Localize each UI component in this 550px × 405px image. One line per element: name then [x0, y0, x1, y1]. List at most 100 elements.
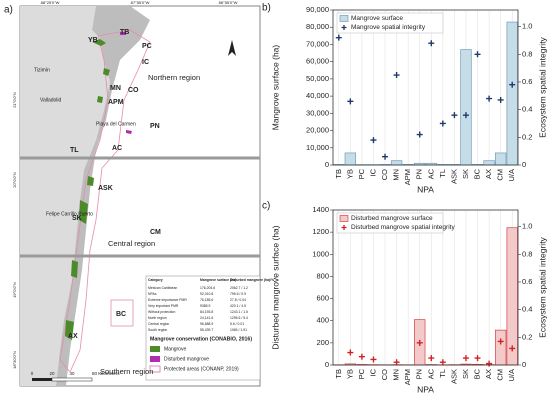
point — [347, 350, 353, 356]
y-tick-label: 30,000 — [306, 108, 329, 117]
npa-label: AC — [112, 145, 122, 152]
bar — [345, 153, 356, 165]
x-tick-label: APM — [403, 169, 412, 185]
x-tick-label: PN — [415, 169, 424, 179]
x-tick-label: SK — [461, 169, 470, 179]
y2-tick-label: 0 — [522, 160, 526, 169]
x-tick-label: YB — [345, 169, 354, 179]
y-tick-label: 400 — [316, 316, 329, 325]
y-tick-label: 50,000 — [306, 74, 329, 83]
npa-label: MN — [110, 85, 121, 92]
x-tick-label: CM — [496, 369, 505, 381]
point — [475, 51, 481, 57]
x-tick-label: MN — [392, 169, 401, 181]
point — [382, 154, 388, 160]
y-tick-label: 0 — [325, 160, 329, 169]
x-tick-label: AC — [426, 368, 435, 379]
legend-swatch — [340, 216, 348, 222]
x-tick-label: APM — [403, 369, 412, 385]
coord-label: 20°0'0"N — [12, 172, 17, 188]
coord-label: 19°0'0"N — [12, 282, 17, 298]
place-label: Felipe Carrillo Puerto — [46, 211, 93, 217]
x-tick-label: SK — [461, 369, 470, 379]
x-tick-label: BC — [473, 368, 482, 379]
y-tick-label: 20,000 — [306, 126, 329, 135]
place-label: Playa del Carmen — [96, 121, 136, 127]
bar — [507, 228, 518, 365]
y2-axis-label: Ecosystem spatial integrity — [537, 36, 547, 137]
bar — [495, 153, 506, 165]
table-header: Disturbed mangrove (ha)/% — [230, 278, 274, 282]
scale-bar — [52, 378, 92, 381]
scale-label: 20 — [49, 371, 55, 376]
y-tick-label: 800 — [316, 271, 329, 280]
table-cell: Extreme importance PMR — [148, 298, 187, 302]
x-tick-label: ASK — [449, 369, 458, 384]
place-label: Valladolid — [40, 97, 62, 103]
x-tick-label: TL — [438, 369, 447, 378]
y2-tick-label: 0.8 — [522, 249, 532, 258]
panel-label: c) — [262, 201, 270, 212]
table-cell: Very important PMR — [148, 304, 179, 308]
y-tick-label: 1000 — [312, 249, 329, 258]
y-tick-label: 60,000 — [306, 57, 329, 66]
x-axis-label: NPA — [417, 384, 434, 394]
table-cell: 76,185.6 — [200, 298, 213, 302]
point — [428, 40, 434, 46]
x-tick-label: U/A — [507, 369, 516, 382]
y-tick-label: 80,000 — [306, 22, 329, 31]
x-tick-label: BC — [473, 168, 482, 179]
panel-label: b) — [262, 3, 271, 14]
legend-label: Protected areas (CONANP, 2019) — [164, 366, 239, 372]
legend-label: Disturbed mangrove spatial integrity — [351, 224, 455, 231]
y-axis-label: Disturbed mangrove surface (ha) — [270, 225, 280, 349]
point — [394, 72, 400, 78]
npa-label: YB — [88, 37, 98, 44]
y2-axis-label: Ecosystem spatial integrity — [537, 236, 547, 337]
x-tick-label: PC — [357, 168, 366, 179]
point — [336, 35, 342, 41]
x-tick-label: CO — [380, 369, 389, 380]
table-cell: Mexican Caribbean — [148, 286, 177, 290]
coord-label: 18°30'0"N — [12, 351, 17, 369]
x-tick-label: IC — [368, 368, 377, 376]
x-tick-label: IC — [368, 168, 377, 176]
coord-label: 86°55'0"W — [219, 0, 238, 5]
npa-label: CO — [128, 87, 139, 94]
point — [359, 354, 365, 360]
table-cell: 92,010.8 — [200, 292, 213, 296]
table-cell: North region — [148, 316, 167, 320]
y-tick-label: 70,000 — [306, 39, 329, 48]
legend-swatch — [340, 16, 348, 22]
table-cell: 24,141.6 — [200, 316, 213, 320]
npa-label: BC — [116, 311, 126, 318]
point — [440, 359, 446, 365]
table-cell: 176,204.6 — [200, 286, 215, 290]
table-cell: 2062.7 / 1.2 — [230, 286, 248, 290]
y2-tick-label: 1.0 — [522, 222, 532, 231]
coord-label: 88°25'0"W — [41, 0, 60, 5]
x-tick-label: TL — [438, 169, 447, 178]
y2-tick-label: 1.0 — [522, 22, 532, 31]
npa-label: PN — [150, 123, 160, 130]
place-label: Tizimín — [34, 67, 50, 73]
x-axis-label: NPA — [417, 184, 434, 194]
y-tick-label: 200 — [316, 338, 329, 347]
legend-label: Mangrove spatial integrity — [351, 24, 426, 31]
y2-tick-label: 0.2 — [522, 332, 532, 341]
legend-title: Mangrove conservation (CONABIO, 2016) — [150, 336, 252, 342]
x-tick-label: TB — [334, 369, 343, 379]
point — [440, 120, 446, 126]
y2-tick-label: 0.2 — [522, 132, 532, 141]
bar — [507, 22, 518, 165]
bar — [495, 330, 506, 365]
panel-label: a) — [4, 5, 13, 16]
table-cell: 96,688.9 — [200, 322, 213, 326]
bar — [391, 161, 402, 165]
y-tick-label: 1400 — [312, 205, 329, 214]
legend-label: Disturbed mangrove — [164, 356, 209, 362]
x-tick-label: TB — [334, 169, 343, 179]
point — [417, 132, 423, 138]
npa-label: TL — [70, 147, 79, 154]
